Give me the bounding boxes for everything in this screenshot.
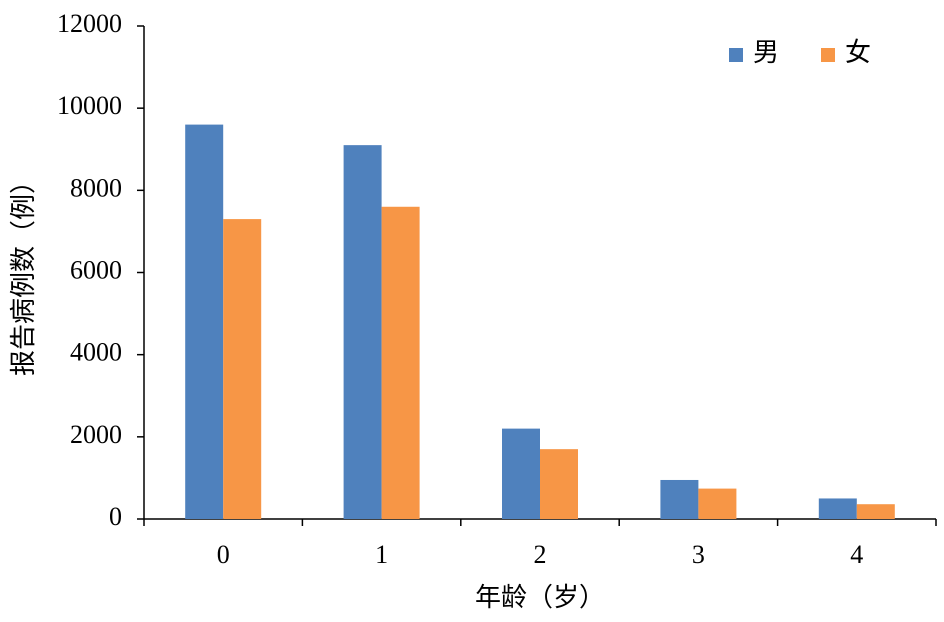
- legend-swatch: [821, 48, 835, 62]
- x-tick-label: 1: [375, 540, 388, 569]
- bar: [818, 498, 857, 519]
- legend-label: 女: [845, 38, 871, 67]
- bar: [660, 479, 699, 519]
- y-tick-label: 0: [109, 502, 122, 531]
- y-tick-label: 8000: [70, 173, 122, 202]
- x-tick-label: 3: [692, 540, 705, 569]
- y-tick-label: 4000: [70, 338, 122, 367]
- bar: [223, 219, 262, 519]
- x-tick-label: 4: [850, 540, 863, 569]
- y-tick-label: 2000: [70, 420, 122, 449]
- y-tick-label: 6000: [70, 255, 122, 284]
- x-tick-label: 2: [534, 540, 547, 569]
- bar: [381, 206, 420, 519]
- bar: [540, 449, 578, 519]
- y-tick-label: 10000: [57, 91, 122, 120]
- legend-label: 男: [753, 38, 779, 67]
- x-tick-label: 0: [217, 540, 230, 569]
- x-axis-label: 年龄（岁）: [475, 583, 605, 612]
- y-axis-label: 报告病例数（例）: [9, 168, 38, 376]
- legend-swatch: [729, 48, 743, 62]
- y-tick-label: 12000: [57, 9, 122, 38]
- bar: [502, 428, 540, 519]
- bar: [343, 145, 382, 519]
- bar: [698, 488, 737, 519]
- bar: [856, 504, 895, 519]
- bar: [185, 124, 224, 519]
